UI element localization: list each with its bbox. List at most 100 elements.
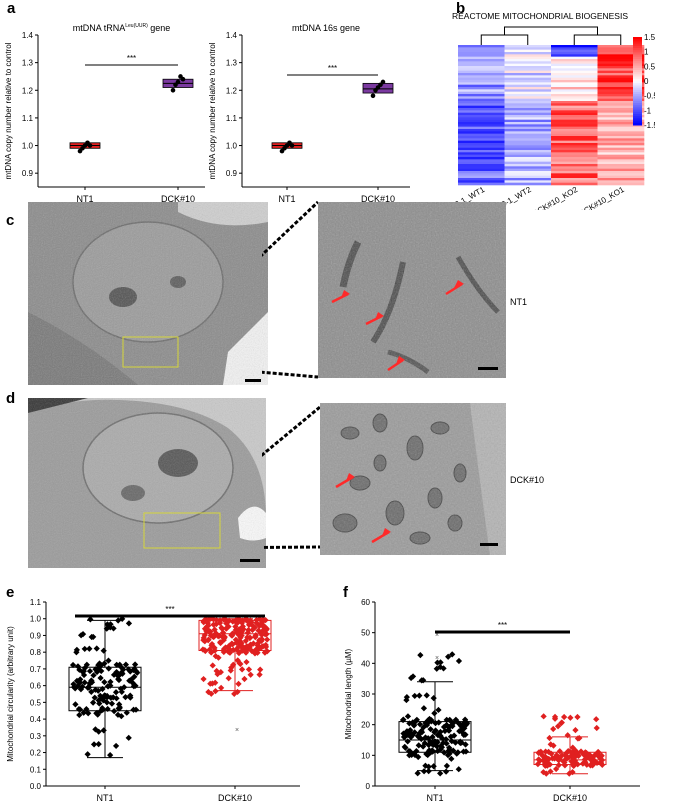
heatmap-cell <box>504 98 552 102</box>
heatmap-cell <box>504 80 552 83</box>
heatmap-cell <box>597 157 645 160</box>
colorbar-segment <box>633 87 642 91</box>
heatmap-cell <box>597 178 645 181</box>
heatmap-cell <box>551 68 598 71</box>
heatmap-cell <box>551 49 598 53</box>
heatmap-cell <box>551 66 598 69</box>
data-point <box>414 770 421 777</box>
heatmap-cell <box>551 126 598 130</box>
heatmap-cell <box>504 77 552 81</box>
heatmap-cell <box>504 56 552 60</box>
heatmap-cell <box>458 101 505 104</box>
heatmap-cell <box>504 115 552 118</box>
y-tick-label: 0.3 <box>30 732 42 741</box>
heatmap-cell <box>597 105 645 109</box>
heatmap-cell <box>551 70 598 74</box>
data-point <box>423 721 431 729</box>
heatmap-cell <box>551 112 598 116</box>
box <box>68 666 142 712</box>
data-point <box>456 727 463 735</box>
y-tick-label: 10 <box>361 751 370 760</box>
colorbar-tick-label: 0.5 <box>644 62 655 71</box>
heatmap-cell <box>597 47 645 50</box>
colorbar-segment <box>633 107 642 111</box>
heatmap-cell <box>551 152 598 155</box>
chart-title: mtDNA 16s gene <box>292 23 360 33</box>
heatmap-cell <box>551 77 598 81</box>
data-point <box>72 701 79 708</box>
heatmap-cell <box>551 98 598 102</box>
heatmap-cell <box>504 145 552 148</box>
colorbar-segment <box>633 81 642 84</box>
data-point <box>108 700 116 707</box>
data-point <box>175 79 181 85</box>
dendrogram-branch <box>573 34 622 45</box>
micrograph-d-zoom <box>320 403 506 555</box>
data-point <box>81 679 88 686</box>
colorbar-segment <box>633 43 642 47</box>
heatmap-cell <box>504 157 552 160</box>
heatmap-cell <box>504 108 552 111</box>
heatmap-cell <box>458 157 505 160</box>
heatmap-cell <box>504 117 552 120</box>
dendrogram-branch <box>480 34 529 45</box>
heatmap-cell <box>504 136 552 139</box>
heatmap-cell <box>504 150 552 153</box>
heatmap-cell <box>504 140 552 144</box>
colorbar-segment <box>633 59 642 62</box>
heatmap-cell <box>458 143 505 146</box>
heatmap-cell <box>551 54 598 57</box>
y-tick-label: 0.8 <box>30 648 42 657</box>
heatmap-cell <box>458 175 505 179</box>
colorbar-segment <box>633 78 642 82</box>
x-tick-label: NT1 <box>76 194 93 204</box>
data-point <box>236 659 243 667</box>
heatmap-cell <box>597 75 645 78</box>
heatmap-cell <box>551 145 598 148</box>
data-point <box>241 675 248 683</box>
heatmap-cell <box>504 138 552 141</box>
data-point <box>86 645 93 652</box>
panel-label-f: f <box>343 584 348 601</box>
data-point <box>425 768 432 775</box>
heatmap-cell <box>504 47 552 50</box>
colorbar-segment <box>633 52 642 56</box>
heatmap-cell <box>458 171 505 174</box>
heatmap-cell <box>458 73 505 76</box>
panel-label-e: e <box>6 584 15 601</box>
heatmap-cell <box>597 59 645 62</box>
heatmap-cell <box>504 103 552 106</box>
data-point <box>370 93 376 99</box>
y-tick-label: 1.0 <box>30 615 42 624</box>
colorbar-segment <box>633 37 642 40</box>
heatmap-cell <box>597 89 645 92</box>
x-tick-label: NT1 <box>278 194 295 204</box>
heatmap-cell <box>458 112 505 116</box>
data-point <box>540 713 547 720</box>
panel-label-c: c <box>6 212 15 229</box>
colorbar-segment <box>633 41 642 45</box>
data-point <box>200 675 207 683</box>
heatmap-cell <box>504 112 552 116</box>
heatmap-title: REACTOME MITOCHONDRIAL BIOGENESIS <box>452 11 628 21</box>
colorbar-segment <box>633 65 642 69</box>
box <box>198 619 272 652</box>
heatmap-cell <box>458 105 505 109</box>
heatmap-cell <box>597 54 645 57</box>
heatmap-cell <box>458 117 505 120</box>
dendrogram-branch <box>504 26 598 35</box>
heatmap-cell <box>597 147 645 151</box>
heatmap-cell <box>504 52 552 55</box>
data-point <box>247 671 254 678</box>
heatmap-cell <box>597 122 645 125</box>
heatmap-cell <box>551 129 598 132</box>
x-tick-label: DCK#10 <box>553 793 587 802</box>
data-point <box>115 675 122 683</box>
chart-mtdna-16s: 0.9 1.0 1.1 1.2 1.3 1.4 mtDNA copy number rela… <box>208 23 410 204</box>
heatmap-cell <box>504 75 552 78</box>
heatmap-cell <box>458 164 505 167</box>
heatmap-cell <box>458 131 505 134</box>
x-tick-label: DCK#10 <box>161 194 195 204</box>
data-point <box>258 635 265 643</box>
heatmap-cell <box>551 61 598 64</box>
